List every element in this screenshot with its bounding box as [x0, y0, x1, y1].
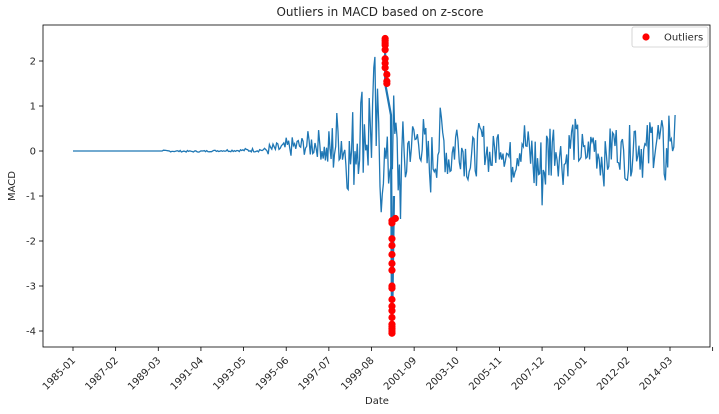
outlier-point: [388, 259, 396, 268]
y-tick-label: -4: [26, 327, 36, 338]
x-tick-label: 1997-07: [297, 355, 334, 392]
outlier-point: [388, 250, 396, 259]
x-tick-label: 2003-10: [425, 355, 462, 392]
series-layer: [73, 38, 676, 334]
x-tick-label: 1987-02: [83, 355, 120, 392]
y-tick-label: -3: [26, 282, 36, 293]
legend-box: [631, 26, 709, 48]
outlier-point: [388, 266, 396, 274]
x-tick-label: 2012-02: [595, 355, 632, 392]
x-tick-label: 1989-03: [126, 355, 163, 392]
outlier-point: [388, 313, 396, 322]
y-tick-label: 1: [30, 102, 36, 113]
outlier-point: [383, 79, 391, 88]
outlier-point: [388, 329, 396, 337]
x-tick-label: 1999-08: [339, 355, 376, 392]
outlier-point: [391, 214, 399, 223]
chart-title: Outliers in MACD based on z-score: [276, 5, 483, 19]
y-tick-label: -1: [26, 192, 36, 203]
outlier-point: [383, 70, 391, 79]
outlier-point: [381, 64, 389, 72]
outlier-point: [381, 46, 389, 54]
y-axis: 2 1 0 -1 -2 -3 -4: [26, 57, 43, 338]
outlier-point: [388, 235, 396, 243]
x-tick-label: 1993-05: [211, 355, 248, 392]
y-tick-label: -2: [26, 237, 36, 248]
x-tick-label: 1995-06: [254, 355, 291, 392]
legend-outlier-marker: [642, 33, 650, 41]
macd-line: [73, 56, 676, 220]
y-tick-label: 2: [30, 57, 36, 68]
x-axis: 1985-01 1987-02 1989-03 1991-04 1993-05 1995-…: [41, 347, 714, 393]
x-tick-label: 2001-09: [382, 355, 419, 392]
outlier-point: [388, 284, 396, 292]
legend-outliers-label: Outliers: [664, 33, 703, 44]
plot-area-frame: [42, 24, 711, 348]
x-tick-label: 1985-01: [41, 355, 78, 392]
legend: Outliers: [631, 26, 709, 48]
outlier-point: [388, 307, 396, 315]
x-tick-label: 1991-04: [169, 355, 206, 392]
y-axis-label: MACD: [7, 171, 18, 201]
x-tick-label: 2007-12: [510, 355, 547, 392]
x-tick-label: 2005-11: [467, 355, 504, 392]
y-tick-label: 0: [30, 147, 36, 158]
x-axis-label: Date: [365, 396, 389, 407]
x-tick-label: 2014-03: [638, 355, 675, 392]
outlier-layer: [381, 34, 399, 337]
outlier-point: [388, 241, 396, 250]
outlier-point: [388, 295, 396, 304]
x-tick-label: 2010-01: [553, 355, 590, 392]
